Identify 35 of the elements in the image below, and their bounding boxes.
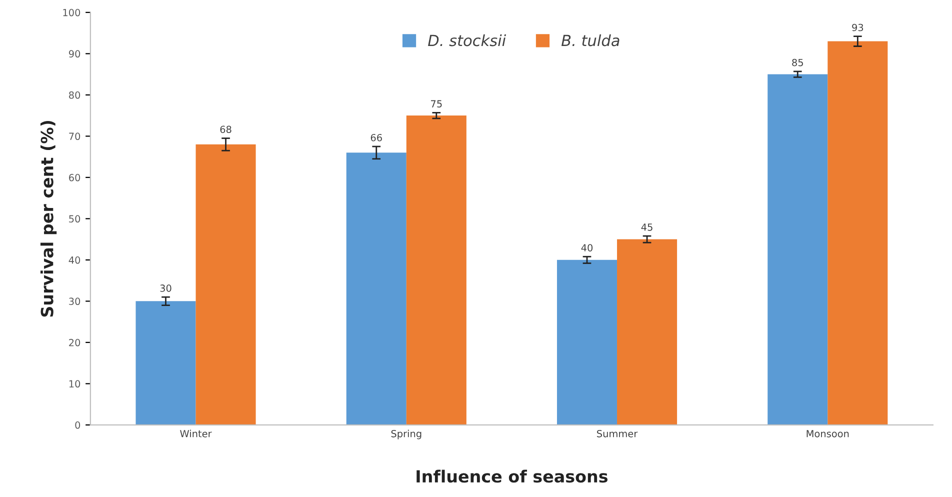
x-tick-label: Spring: [391, 430, 422, 440]
y-tick-label: 90: [68, 50, 80, 58]
bar: [828, 41, 888, 425]
legend-label: B. tulda: [561, 34, 620, 46]
bar: [556, 260, 618, 425]
bar: [346, 152, 406, 425]
bar: [136, 301, 196, 425]
y-tick-label: 20: [69, 338, 80, 346]
data-label: 40: [581, 244, 593, 252]
bar: [406, 116, 466, 425]
x-tick-label: Winter: [180, 430, 212, 438]
data-label: 93: [852, 24, 864, 32]
y-tick-label: 70: [69, 132, 80, 140]
y-tick-label: 30: [69, 298, 80, 306]
y-tick-label: 10: [69, 380, 80, 388]
data-label: 68: [220, 126, 232, 134]
x-tick-label: Monsoon: [806, 430, 849, 438]
x-axis-title: Influence of seasons: [416, 470, 608, 483]
y-axis-title: Survival per cent (%): [40, 120, 57, 317]
data-label: 45: [641, 224, 652, 231]
data-label: 30: [160, 284, 172, 292]
y-tick-label: 80: [69, 91, 80, 99]
y-tick-label: 100: [63, 8, 80, 16]
data-label: 66: [370, 134, 382, 142]
x-tick-label: Summer: [597, 430, 638, 438]
data-label: 75: [431, 100, 442, 108]
data-label: 85: [792, 58, 803, 66]
bar: [196, 144, 256, 425]
y-tick-label: 50: [69, 215, 80, 223]
legend-label: D. stocksii: [428, 34, 506, 46]
y-tick-label: 40: [68, 256, 80, 264]
bar: [617, 239, 678, 425]
y-tick-label: 60: [69, 174, 80, 182]
bar: [768, 74, 828, 425]
y-tick-label: 0: [75, 421, 80, 429]
